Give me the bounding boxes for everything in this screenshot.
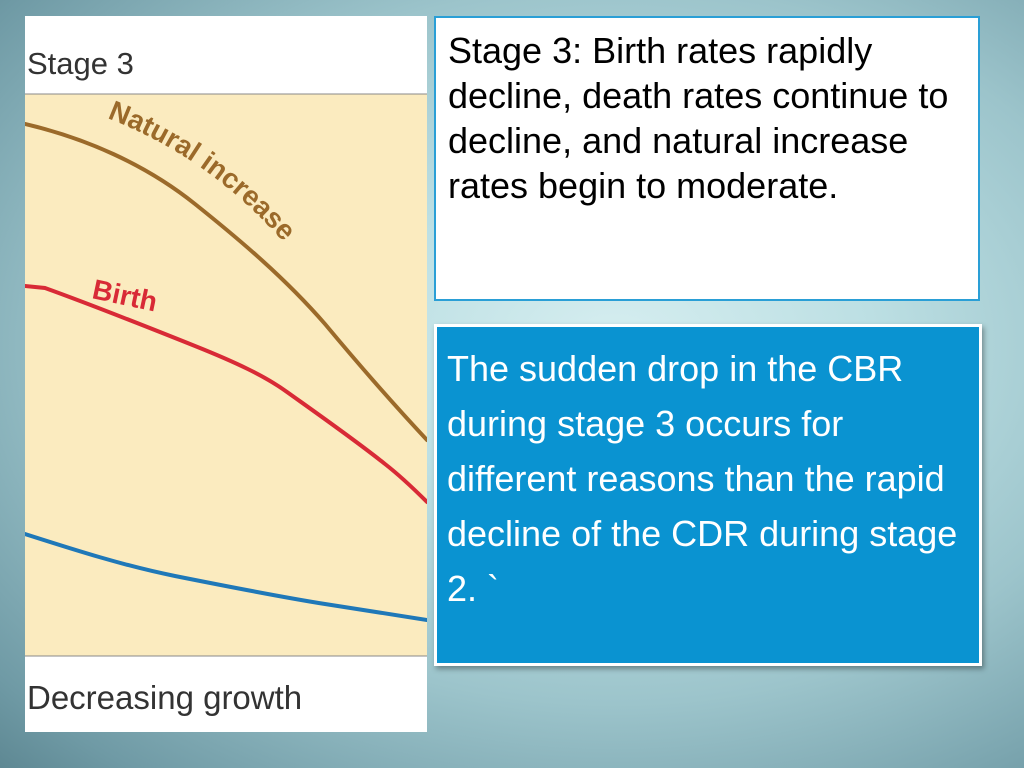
plot-background: [25, 94, 427, 656]
figure-heading: Stage 3: [27, 46, 134, 81]
natural-increase-curve: [25, 122, 427, 442]
cbr-explanation-box: The sudden drop in the CBR during stage …: [434, 324, 982, 666]
birth-rate-curve: [25, 284, 427, 504]
stage-3-figure: Stage 3 Natural increase Birth Decreasin…: [25, 16, 427, 732]
death-rate-curve: [25, 532, 427, 622]
stage-3-description-box: Stage 3: Birth rates rapidly decline, de…: [434, 16, 980, 301]
cbr-explanation-text: The sudden drop in the CBR during stage …: [447, 348, 958, 609]
stage-3-description-text: Stage 3: Birth rates rapidly decline, de…: [448, 30, 949, 206]
figure-footer: Decreasing growth: [27, 679, 303, 716]
population-curves-chart: Natural increase Birth: [25, 93, 427, 657]
